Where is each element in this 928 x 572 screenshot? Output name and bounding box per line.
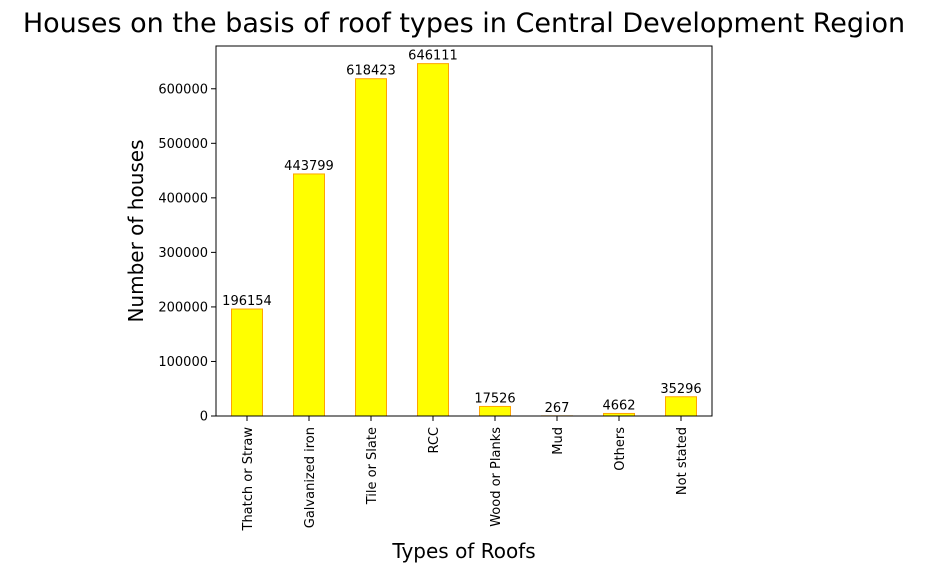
x-tick-label: Others xyxy=(613,427,628,471)
chart-title: Houses on the basis of roof types in Cen… xyxy=(23,8,905,39)
plot-frame xyxy=(215,45,713,417)
y-tick-label: 100000 xyxy=(158,355,208,370)
y-tick-label: 600000 xyxy=(158,82,208,97)
y-tick-label: 0 xyxy=(200,410,208,425)
data-label: 646111 xyxy=(408,49,458,64)
data-label: 17526 xyxy=(474,391,515,406)
bar-rcc xyxy=(417,63,449,417)
data-label: 35296 xyxy=(660,382,701,397)
x-tick-label: Mud xyxy=(551,427,566,455)
bar-tile-or-slate xyxy=(355,78,387,417)
y-tick-label: 300000 xyxy=(158,246,208,261)
data-labels-group: 196154 443799 618423 646111 17526 267 4662 3529… xyxy=(222,49,702,416)
data-label: 618423 xyxy=(346,64,396,79)
bar-wood-or-planks xyxy=(479,405,511,417)
y-tick-label: 200000 xyxy=(158,300,208,315)
bar-thatch-or-straw xyxy=(231,308,263,417)
x-tick-label: RCC xyxy=(427,427,442,454)
x-axis: Thatch or Straw Galvanized iron Tile or Sl… xyxy=(241,416,690,532)
data-label: 267 xyxy=(545,401,570,416)
y-axis-label: Number of houses xyxy=(124,139,148,322)
data-label: 196154 xyxy=(222,294,272,309)
data-label: 443799 xyxy=(284,159,334,174)
x-tick-label: Not stated xyxy=(675,427,690,495)
y-axis: 0 100000 200000 300000 400000 500000 600000 xyxy=(158,82,216,425)
y-tick-label: 400000 xyxy=(158,191,208,206)
bar-galvanized-iron xyxy=(293,173,325,417)
x-tick-label: Tile or Slate xyxy=(365,427,380,505)
plot-area: 196154 443799 618423 646111 17526 267 4662 3529… xyxy=(158,45,713,532)
x-tick-label: Wood or Planks xyxy=(489,427,504,527)
x-tick-label: Thatch or Straw xyxy=(241,427,256,532)
bars-group xyxy=(231,63,697,417)
x-tick-label: Galvanized iron xyxy=(303,427,318,528)
y-tick-label: 500000 xyxy=(158,137,208,152)
bar-not-stated xyxy=(665,396,697,417)
data-label: 4662 xyxy=(602,398,635,413)
x-axis-label: Types of Roofs xyxy=(391,539,535,563)
